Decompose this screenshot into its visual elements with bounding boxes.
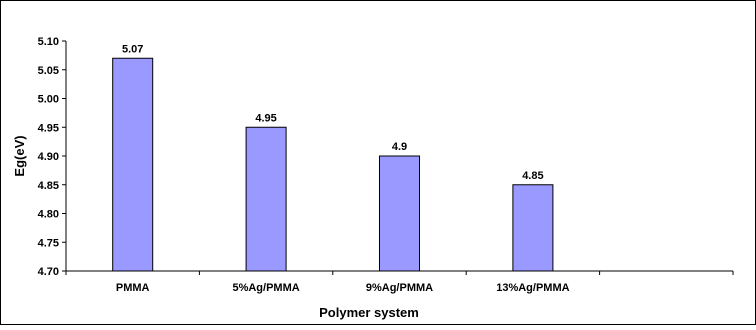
- data-label: 5.07: [122, 43, 143, 55]
- bar: [245, 126, 287, 272]
- data-label: 4.95: [255, 112, 276, 124]
- data-label: 4.85: [522, 170, 543, 182]
- x-axis-title: Polymer system: [319, 305, 419, 320]
- bar: [512, 184, 554, 272]
- bar: [112, 57, 154, 272]
- y-tick-label: 5.10: [38, 36, 59, 48]
- y-axis-title: Eg(eV): [12, 135, 27, 176]
- y-tick-label: 5.05: [38, 65, 59, 77]
- y-tick-label: 4.80: [38, 209, 59, 221]
- y-tick-label: 4.90: [38, 151, 59, 163]
- y-tick-label: 5.00: [38, 94, 59, 106]
- y-tick-label: 4.95: [38, 122, 59, 134]
- y-axis-ticks: 4.70 4.75 4.80 4.85 4.90 4.95 5.00 5.05 5.10: [38, 36, 66, 278]
- x-category-label: 13%Ag/PMMA: [496, 282, 569, 294]
- bars: [112, 57, 554, 272]
- x-category-label: PMMA: [116, 282, 150, 294]
- data-label: 4.9: [392, 141, 407, 153]
- data-labels: 5.07 4.95 4.9 4.85: [122, 43, 544, 182]
- x-category-label: 5%Ag/PMMA: [232, 282, 299, 294]
- y-tick-label: 4.70: [38, 266, 59, 278]
- x-category-label: 9%Ag/PMMA: [366, 282, 433, 294]
- y-tick-label: 4.85: [38, 180, 59, 192]
- x-axis-ticks: PMMA 5%Ag/PMMA 9%Ag/PMMA 13%Ag/PMMA: [65, 271, 734, 294]
- bar: [378, 155, 421, 272]
- y-tick-label: 4.75: [38, 237, 59, 249]
